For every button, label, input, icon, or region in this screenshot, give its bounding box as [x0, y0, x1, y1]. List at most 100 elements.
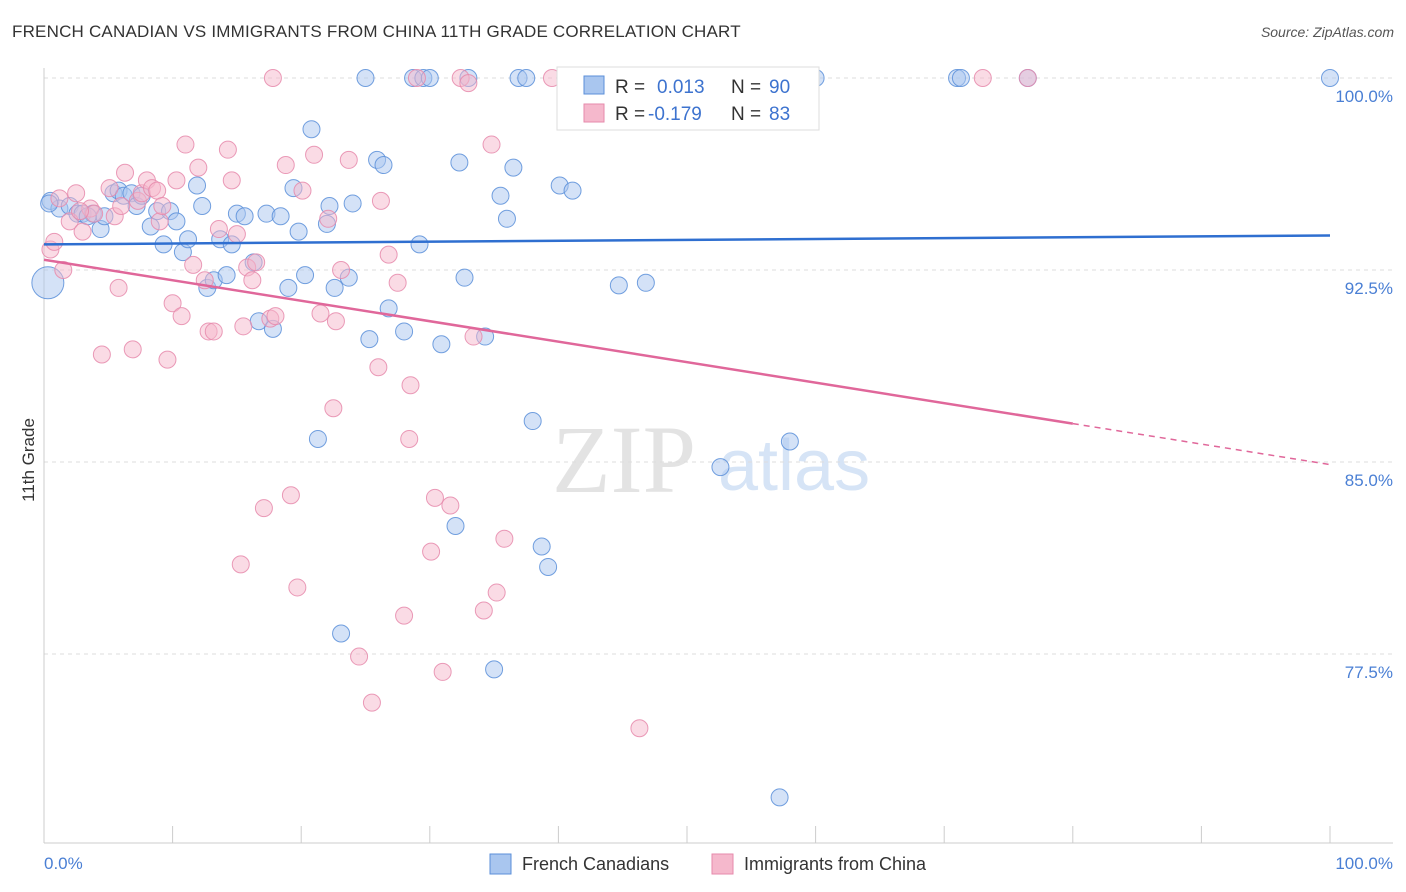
data-point	[150, 212, 169, 231]
legend-swatch-pink	[583, 103, 605, 123]
data-point	[379, 299, 398, 318]
data-point	[153, 197, 172, 215]
y-tick-labels: 100.0% 92.5% 85.0% 77.5%	[1335, 87, 1393, 682]
data-point	[474, 601, 493, 620]
data-point	[1018, 69, 1037, 87]
legend-swatch-blue	[583, 75, 605, 95]
data-point	[279, 278, 298, 297]
watermark-zip: ZIP	[552, 406, 696, 513]
data-point	[100, 179, 119, 198]
x-tick-label-max: 100.0%	[1335, 854, 1393, 873]
data-point	[1321, 69, 1339, 87]
data-point	[109, 278, 128, 297]
data-point	[73, 222, 92, 241]
data-point	[432, 335, 451, 354]
data-point	[491, 186, 510, 205]
data-point	[523, 412, 542, 431]
data-point	[281, 486, 300, 505]
bottom-legend-label-pink: Immigrants from China	[744, 854, 927, 874]
data-point	[459, 74, 478, 93]
data-point	[711, 458, 730, 477]
data-point	[92, 345, 111, 364]
data-point	[422, 542, 441, 561]
data-point	[266, 307, 285, 326]
data-point	[343, 194, 362, 213]
data-point	[234, 317, 253, 336]
data-point	[167, 212, 186, 231]
bottom-legend-swatch-blue	[489, 853, 512, 875]
data-point	[356, 69, 375, 87]
source-label: Source: ZipAtlas.com	[1260, 24, 1394, 40]
bottom-legend-swatch-pink	[711, 853, 734, 875]
data-point	[951, 69, 970, 87]
data-point	[495, 529, 514, 548]
data-point	[388, 273, 407, 292]
data-point	[339, 150, 358, 169]
data-point	[54, 261, 73, 279]
data-point	[482, 135, 501, 154]
data-point	[395, 606, 414, 625]
legend-r-label-1: R =	[615, 77, 645, 98]
data-point	[50, 189, 69, 208]
data-point	[276, 156, 295, 175]
data-point	[485, 660, 504, 679]
data-point	[296, 266, 315, 285]
data-point	[325, 278, 344, 297]
data-point	[289, 222, 308, 241]
data-point	[263, 69, 282, 87]
data-point	[247, 253, 266, 272]
y-tick-label: 77.5%	[1345, 663, 1393, 682]
y-axis-title: 11th Grade	[19, 418, 38, 502]
data-point	[193, 197, 212, 215]
data-point	[71, 202, 90, 221]
data-point	[563, 181, 582, 200]
data-point	[395, 322, 414, 341]
data-point	[158, 350, 177, 369]
data-point	[360, 330, 379, 349]
data-point	[487, 583, 506, 602]
data-point	[504, 158, 523, 177]
data-point	[371, 191, 390, 210]
series-immigrants-from-china	[41, 69, 1037, 738]
data-point	[293, 181, 312, 200]
data-point	[433, 662, 452, 681]
data-point	[308, 429, 327, 448]
data-point	[222, 171, 241, 190]
data-point	[369, 358, 388, 377]
data-point	[67, 184, 86, 203]
data-point	[324, 399, 343, 418]
data-point	[123, 340, 142, 359]
legend-r-label-2: R =	[615, 104, 645, 125]
legend-r-value-1: 0.013	[657, 77, 705, 98]
data-point	[302, 120, 321, 139]
data-point	[204, 322, 223, 341]
data-point	[464, 327, 483, 346]
data-point	[112, 197, 131, 215]
data-point	[350, 647, 369, 666]
trend-line-extension	[1072, 422, 1331, 466]
data-point	[184, 255, 203, 274]
data-point	[497, 209, 516, 228]
data-point	[532, 537, 551, 556]
data-point	[254, 499, 273, 518]
legend-n-label-1: N =	[731, 77, 761, 98]
data-point	[288, 578, 307, 597]
data-point	[271, 207, 290, 226]
data-point	[374, 156, 393, 175]
data-point	[179, 230, 198, 249]
y-tick-label: 100.0%	[1335, 87, 1393, 106]
data-point	[235, 207, 254, 226]
data-point	[400, 429, 419, 448]
trend-line-french-canadians	[43, 234, 1331, 246]
data-point	[401, 376, 420, 395]
data-point	[311, 304, 330, 323]
data-point	[446, 517, 465, 535]
data-point	[209, 220, 228, 239]
data-point	[218, 140, 237, 159]
data-point	[450, 153, 469, 172]
bottom-legend-label-blue: French Canadians	[522, 854, 669, 874]
data-point	[517, 69, 536, 87]
legend-n-value-2: 83	[769, 104, 790, 125]
data-point	[630, 719, 649, 738]
